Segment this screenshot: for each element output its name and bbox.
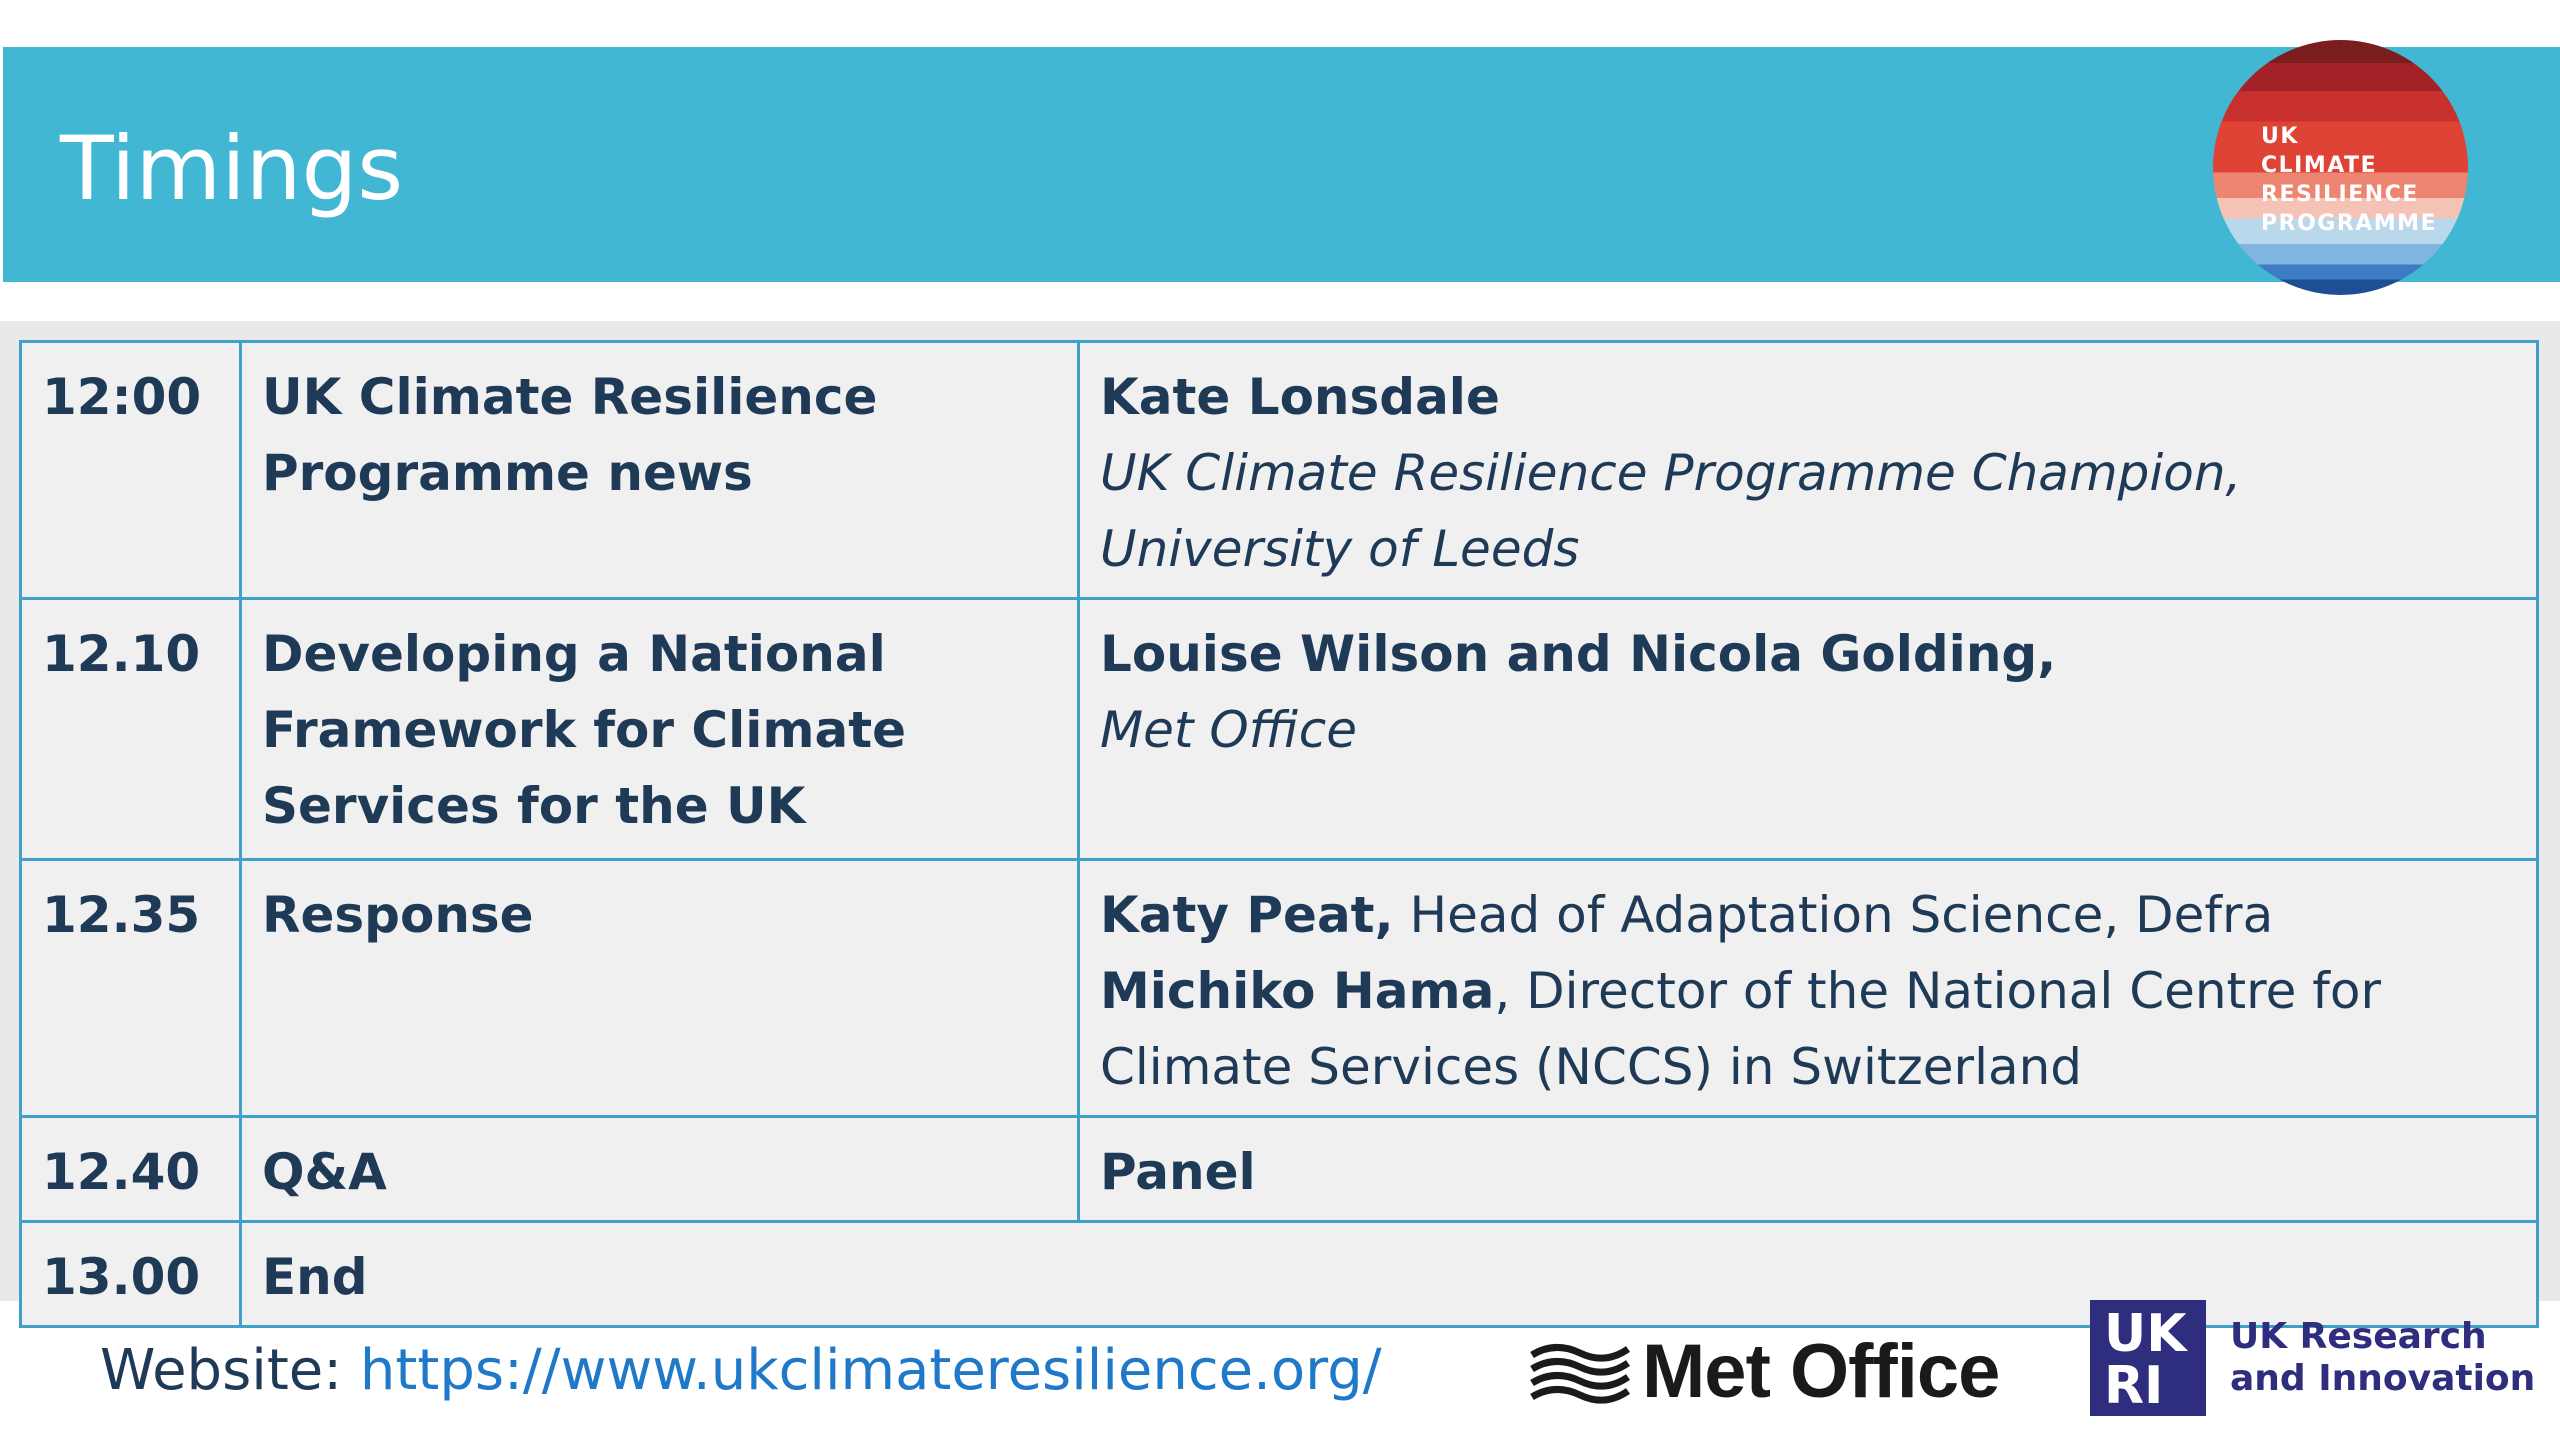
session-line: Framework for Climate xyxy=(262,701,907,759)
website-line: Website: https://www.ukclimateresilience… xyxy=(100,1338,1382,1403)
ukri-wordmark: UK Research and Innovation xyxy=(2230,1316,2535,1400)
agenda-session: Response xyxy=(239,858,1080,1118)
climate-resilience-programme-logo: UK CLIMATE RESILIENCE PROGRAMME xyxy=(2213,40,2468,295)
website-label: Website: xyxy=(100,1338,360,1403)
agenda-session: UK Climate Resilience Programme news xyxy=(239,340,1080,600)
agenda-speaker: Louise Wilson and Nicola Golding, Met Of… xyxy=(1077,597,2539,861)
agenda-time: 12:00 xyxy=(19,340,242,600)
agenda-row: 12.35 Response Katy Peat, Head of Adapta… xyxy=(19,858,2539,1118)
agenda-time: 12.35 xyxy=(19,858,242,1118)
header-bar xyxy=(3,47,2560,282)
speaker-name: Panel xyxy=(1100,1143,1256,1201)
met-office-logo: Met Office xyxy=(1530,1328,2000,1415)
ukri-mark-bottom: RI xyxy=(2104,1356,2164,1416)
agenda-row: 12.40 Q&A Panel xyxy=(19,1115,2539,1223)
session-line: Response xyxy=(262,886,534,944)
session-line: UK Climate Resilience xyxy=(262,368,878,426)
session-line: Services for the UK xyxy=(262,777,806,835)
ukri-mark-top: UK xyxy=(2104,1304,2187,1364)
agenda-session: Developing a National Framework for Clim… xyxy=(239,597,1080,861)
website-link[interactable]: https://www.ukclimateresilience.org/ xyxy=(359,1338,1382,1403)
met-office-waves-icon xyxy=(1530,1343,1630,1404)
agenda-time: 12.10 xyxy=(19,597,242,861)
agenda-row: 12.10 Developing a National Framework fo… xyxy=(19,597,2539,861)
session-line: Developing a National xyxy=(262,625,886,683)
ukri-mark: UK RI xyxy=(2090,1300,2206,1416)
ukri-logo: UK RI UK Research and Innovation xyxy=(2090,1300,2535,1416)
speaker-name: Michiko Hama xyxy=(1100,962,1495,1020)
agenda-speaker: Katy Peat, Head of Adaptation Science, D… xyxy=(1077,858,2539,1118)
speaker-role: UK Climate Resilience Programme Champion… xyxy=(1100,444,2242,502)
ukri-wordmark-line: and Innovation xyxy=(2230,1358,2536,1399)
speaker-role: University of Leeds xyxy=(1100,520,1580,578)
agenda-speaker: Kate Lonsdale UK Climate Resilience Prog… xyxy=(1077,340,2539,600)
speaker-name: Katy Peat, xyxy=(1100,886,1394,944)
warming-stripes xyxy=(2213,40,2468,295)
agenda-time: 13.00 xyxy=(19,1220,242,1328)
agenda-row: 12:00 UK Climate Resilience Programme ne… xyxy=(19,340,2539,600)
session-line: Q&A xyxy=(262,1143,387,1201)
speaker-description: Climate Services (NCCS) in Switzerland xyxy=(1100,1038,2083,1096)
agenda-speaker: Panel xyxy=(1077,1115,2539,1223)
session-line: Programme news xyxy=(262,444,753,502)
agenda-time: 12.40 xyxy=(19,1115,242,1223)
agenda-table: 12:00 UK Climate Resilience Programme ne… xyxy=(19,340,2539,1328)
ukri-wordmark-line: UK Research xyxy=(2230,1316,2487,1357)
page-title: Timings xyxy=(60,117,404,220)
programme-logo-text: UK CLIMATE RESILIENCE PROGRAMME xyxy=(2261,124,2438,236)
speaker-description: Head of Adaptation Science, Defra xyxy=(1393,886,2274,944)
met-office-wordmark: Met Office xyxy=(1642,1329,2000,1414)
speaker-description: , Director of the National Centre for xyxy=(1494,962,2382,1020)
session-line: End xyxy=(262,1248,368,1306)
speaker-role: Met Office xyxy=(1100,701,1357,759)
speaker-name: Louise Wilson and Nicola Golding, xyxy=(1100,625,2057,683)
speaker-name: Kate Lonsdale xyxy=(1100,368,1500,426)
agenda-session: Q&A xyxy=(239,1115,1080,1223)
